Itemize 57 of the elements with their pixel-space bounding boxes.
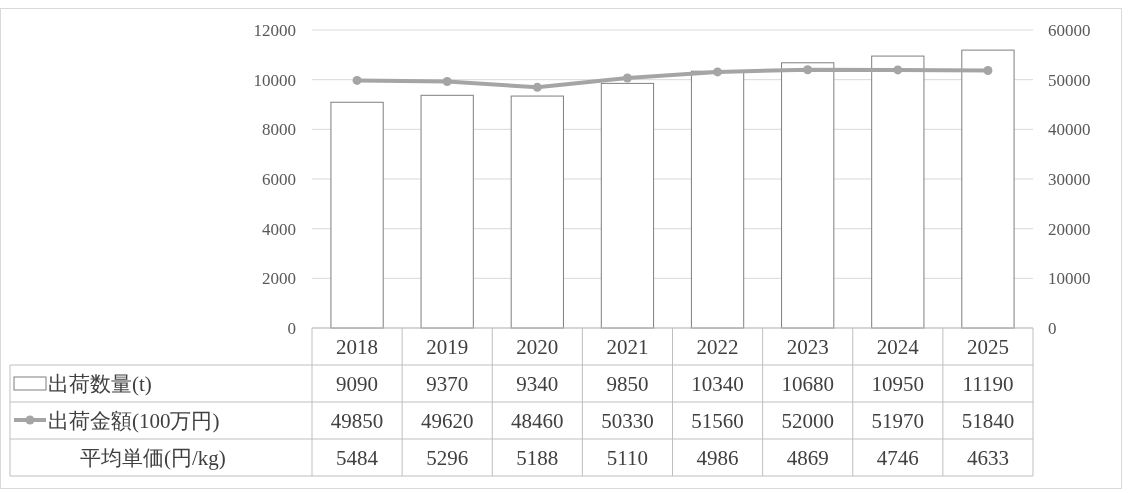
x-tick-label: 2025 (966, 335, 1009, 359)
bar (600, 82, 655, 329)
data-label: 11190 (962, 372, 1014, 396)
data-label: 51560 (691, 409, 744, 433)
y2-tick-label: 60000 (1048, 21, 1091, 40)
data-label: 9340 (516, 372, 559, 396)
data-label: 10950 (871, 372, 925, 396)
text: 5296 (426, 446, 469, 470)
bar (781, 62, 835, 329)
y2-tick-label: 20000 (1048, 219, 1091, 239)
legend-label: 出荷数量(t) (48, 372, 152, 396)
y-tick-label: 12000 (253, 21, 296, 40)
data-label: 9850 (606, 372, 649, 396)
y-tick-label: 8000 (262, 120, 296, 140)
data-label: 49620 (420, 409, 474, 433)
data-label: 50330 (601, 409, 654, 433)
x-tick-label: 2019 (426, 335, 469, 359)
y2-tick-label: 50000 (1048, 70, 1091, 90)
data-label: 10340 (691, 372, 744, 396)
x-tick-label: 2020 (516, 335, 559, 359)
y-tick-label: 0 (287, 319, 296, 338)
data-label: 51840 (961, 409, 1015, 433)
x-tick-label: 2024 (876, 335, 920, 359)
bar (510, 95, 564, 329)
text: 平均単価(円/kg) (80, 446, 226, 470)
data-label: 51970 (871, 409, 925, 433)
text: 5188 (516, 446, 559, 470)
y-tick-label: 4000 (262, 219, 296, 239)
data-label: 9090 (336, 372, 379, 396)
text: 4746 (876, 446, 919, 470)
y2-tick-label: 40000 (1048, 120, 1091, 140)
y2-tick-label: 30000 (1048, 170, 1091, 189)
y-tick-label: 10000 (253, 70, 296, 90)
x-tick-label: 2021 (606, 335, 649, 359)
text: 4986 (696, 446, 739, 470)
text: 5484 (336, 446, 379, 470)
bar (871, 55, 925, 329)
bar (420, 94, 474, 329)
data-label: 10680 (781, 372, 834, 396)
text: 5110 (606, 446, 649, 470)
y2-tick-label: 10000 (1048, 269, 1091, 289)
data-label: 49850 (330, 409, 384, 433)
legend-label: 出荷金額(100万円) (48, 409, 220, 433)
data-label: 48460 (511, 409, 564, 433)
bar (330, 101, 384, 329)
y2-tick-label: 0 (1048, 319, 1057, 338)
data-label: 52000 (781, 409, 834, 433)
bar (961, 49, 1015, 329)
y-tick-label: 2000 (262, 269, 296, 289)
text: 4869 (786, 446, 829, 470)
text: 4633 (966, 446, 1009, 470)
x-tick-label: 2018 (336, 335, 379, 359)
data-label: 9370 (426, 372, 469, 396)
bar (690, 70, 745, 329)
x-tick-label: 2022 (696, 335, 739, 359)
y-tick-label: 6000 (262, 170, 296, 189)
x-tick-label: 2023 (786, 335, 829, 359)
